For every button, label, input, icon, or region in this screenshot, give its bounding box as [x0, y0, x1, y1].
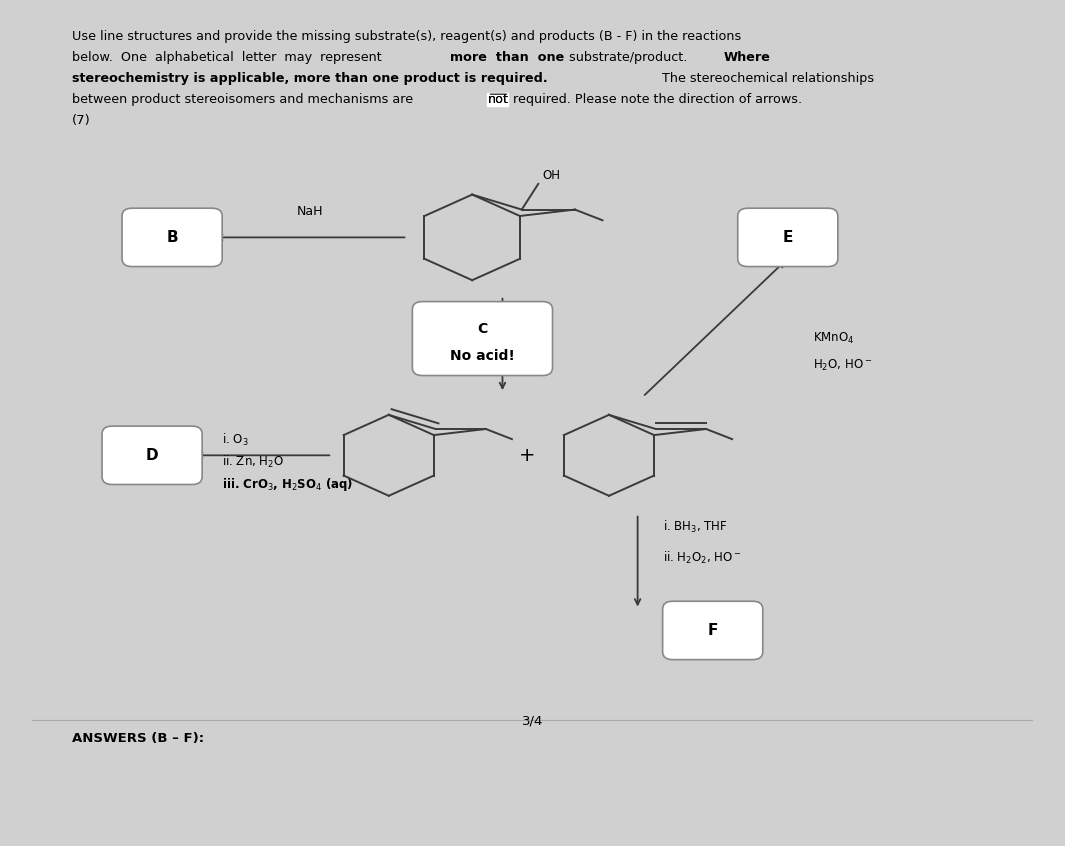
Text: Where: Where	[724, 51, 771, 63]
Text: OH: OH	[543, 168, 560, 182]
Text: C: C	[477, 322, 488, 336]
Text: H$_2$O, HO$^-$: H$_2$O, HO$^-$	[813, 358, 872, 373]
Text: iii. CrO$_3$, H$_2$SO$_4$ (aq): iii. CrO$_3$, H$_2$SO$_4$ (aq)	[223, 475, 354, 492]
Text: NaH: NaH	[296, 205, 323, 218]
FancyBboxPatch shape	[662, 602, 763, 660]
Text: not: not	[488, 92, 508, 106]
Text: +: +	[520, 446, 536, 464]
Text: substrate/product.: substrate/product.	[561, 51, 695, 63]
Text: (7): (7)	[72, 113, 91, 127]
Text: ANSWERS (B – F):: ANSWERS (B – F):	[72, 732, 204, 744]
Text: ii. Zn, H$_2$O: ii. Zn, H$_2$O	[223, 453, 284, 470]
FancyBboxPatch shape	[738, 208, 838, 266]
Text: more  than  one: more than one	[449, 51, 564, 63]
Text: Use line structures and provide the missing substrate(s), reagent(s) and product: Use line structures and provide the miss…	[72, 30, 741, 42]
Text: 3/4: 3/4	[522, 715, 543, 728]
Text: KMnO$_4$: KMnO$_4$	[813, 331, 854, 346]
Text: ii. H$_2$O$_2$, HO$^-$: ii. H$_2$O$_2$, HO$^-$	[662, 551, 741, 567]
Text: below.  One  alphabetical  letter  may  represent: below. One alphabetical letter may repre…	[72, 51, 390, 63]
Text: D: D	[146, 448, 159, 463]
Text: F: F	[707, 623, 718, 638]
Text: i. BH$_3$, THF: i. BH$_3$, THF	[662, 519, 727, 536]
FancyBboxPatch shape	[122, 208, 223, 266]
Text: stereochemistry is applicable, more than one product is required.: stereochemistry is applicable, more than…	[72, 72, 547, 85]
Text: No acid!: No acid!	[450, 349, 514, 363]
Text: The stereochemical relationships: The stereochemical relationships	[658, 72, 873, 85]
Text: not: not	[488, 92, 508, 106]
FancyBboxPatch shape	[102, 426, 202, 485]
Text: i. O$_3$: i. O$_3$	[223, 432, 249, 448]
Text: required. Please note the direction of arrows.: required. Please note the direction of a…	[509, 92, 803, 106]
Text: B: B	[166, 230, 178, 244]
Text: E: E	[783, 230, 793, 244]
Text: between product stereoisomers and mechanisms are: between product stereoisomers and mechan…	[72, 92, 417, 106]
FancyBboxPatch shape	[412, 302, 553, 376]
